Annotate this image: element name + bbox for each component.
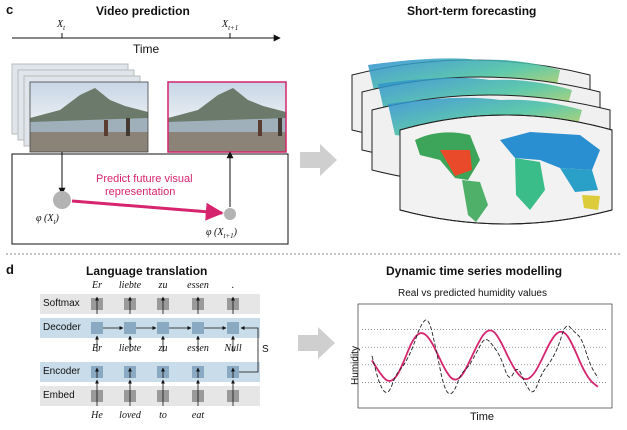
row-label-decoder: Decoder	[43, 322, 81, 333]
language-translation-title: Language translation	[86, 264, 208, 278]
grid-cell	[227, 322, 239, 334]
future-frame-image	[167, 81, 287, 153]
gray-arrow-d	[298, 327, 335, 359]
real-series-line	[371, 319, 599, 395]
world-map-front	[415, 132, 600, 222]
input-word: to	[159, 410, 167, 421]
time-axis-label: Time	[133, 42, 160, 56]
row-label-embed: Embed	[43, 390, 75, 401]
video-prediction-title: Video prediction	[96, 4, 190, 18]
chart-xlabel: Time	[470, 411, 495, 423]
decoder-input-word: essen	[187, 343, 209, 354]
grid-cell	[192, 322, 204, 334]
video-frame-stack	[11, 63, 149, 153]
dynamic-time-series-title: Dynamic time series modelling	[386, 264, 563, 278]
input-word: loved	[119, 410, 141, 421]
current-frame-image	[30, 82, 148, 152]
gray-arrow-c	[300, 144, 337, 176]
panel-d-letter: d	[6, 262, 14, 277]
panel-c-letter: c	[6, 2, 14, 17]
phi-t1-node	[224, 208, 236, 220]
state-arrow	[239, 326, 259, 373]
grid-cell	[91, 322, 103, 334]
representation-box	[11, 153, 289, 245]
grid-cell	[124, 322, 136, 334]
predict-label-line2: representation	[105, 186, 176, 198]
output-word: liebte	[118, 280, 142, 291]
chart-subtitle: Real vs predicted humidity values	[398, 288, 547, 299]
decoder-input-word: zu	[158, 343, 168, 354]
input-word: He	[91, 410, 103, 421]
short-term-forecasting-title: Short-term forecasting	[407, 4, 537, 18]
x-t-label: Xt	[57, 19, 66, 32]
phi-t1-label: φ (Xt+1)	[206, 227, 237, 240]
predict-arrow	[71, 199, 224, 221]
output-word: Er	[92, 280, 102, 291]
humidity-chart	[362, 319, 608, 395]
decoder-input-word: Null	[224, 343, 242, 354]
x-t1-label: Xt+1	[222, 19, 239, 32]
predicted-series-line	[371, 329, 599, 388]
input-word: eat	[191, 410, 205, 421]
decoder-input-word: Er	[92, 343, 102, 354]
output-word: zu	[158, 280, 168, 291]
forecast-map-stack	[351, 58, 613, 225]
predict-label-line1: Predict future visual	[96, 173, 193, 185]
decoder-input-word: liebte	[118, 343, 142, 354]
row-label-softmax: Softmax	[43, 298, 80, 309]
output-word: essen	[187, 280, 209, 291]
chart-frame	[357, 303, 613, 409]
output-word: .	[231, 280, 235, 291]
phi-t-label: φ (Xt)	[36, 213, 59, 226]
row-label-encoder: Encoder	[43, 366, 81, 377]
grid-cell	[157, 322, 169, 334]
phi-t-node	[53, 191, 71, 209]
state-label: S	[262, 344, 269, 355]
